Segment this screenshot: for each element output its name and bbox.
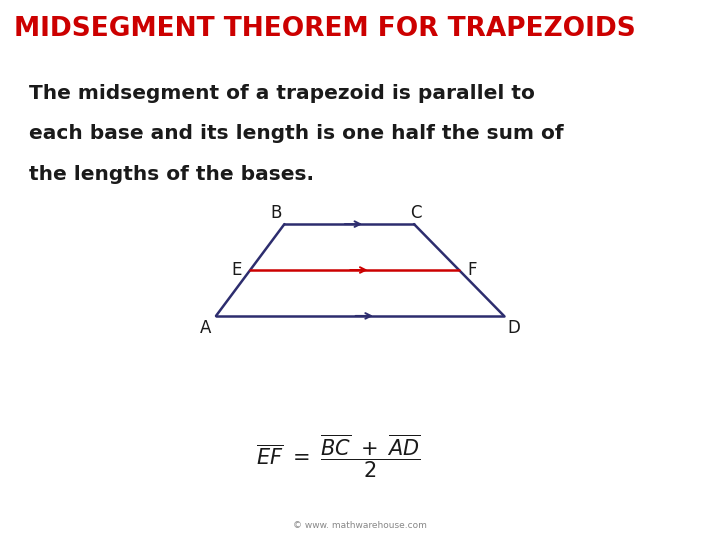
Text: E: E xyxy=(231,261,241,279)
Text: each base and its length is one half the sum of: each base and its length is one half the… xyxy=(29,124,564,143)
Text: D: D xyxy=(507,319,520,337)
Text: the lengths of the bases.: the lengths of the bases. xyxy=(29,165,314,184)
Text: © www. mathwarehouse.com: © www. mathwarehouse.com xyxy=(293,521,427,530)
Text: A: A xyxy=(199,319,211,337)
Text: C: C xyxy=(410,204,422,222)
Text: F: F xyxy=(467,261,477,279)
Text: MIDSEGMENT THEOREM FOR TRAPEZOIDS: MIDSEGMENT THEOREM FOR TRAPEZOIDS xyxy=(14,16,636,42)
Text: $\overline{EF}\ =\ \dfrac{\overline{BC}\ +\ \overline{AD}}{2}$: $\overline{EF}\ =\ \dfrac{\overline{BC}\… xyxy=(256,433,420,480)
Text: B: B xyxy=(270,204,282,222)
Text: The midsegment of a trapezoid is parallel to: The midsegment of a trapezoid is paralle… xyxy=(29,84,535,103)
